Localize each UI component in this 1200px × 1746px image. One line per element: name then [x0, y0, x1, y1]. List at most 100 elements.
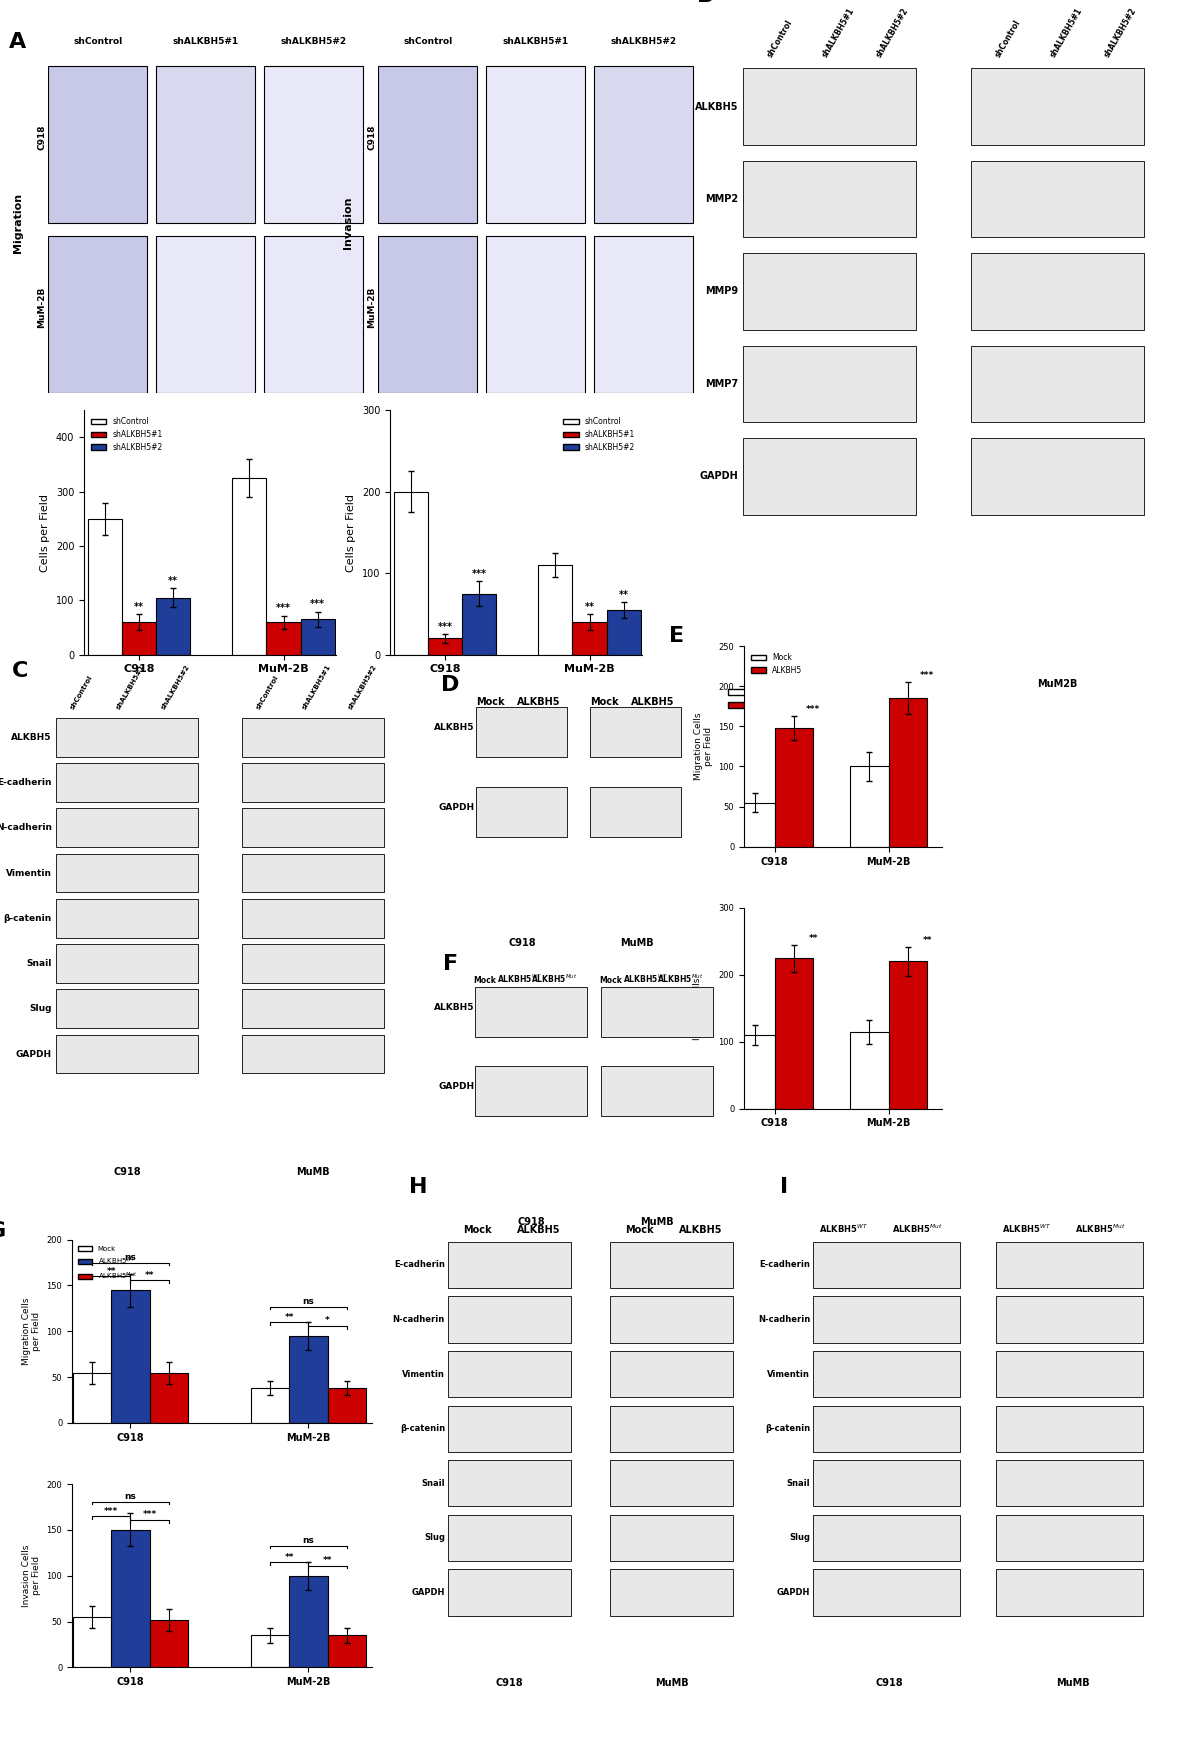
- FancyBboxPatch shape: [449, 1241, 571, 1289]
- Bar: [428, 639, 462, 655]
- FancyBboxPatch shape: [264, 66, 364, 222]
- Text: E: E: [668, 627, 684, 646]
- Bar: [266, 622, 300, 655]
- Bar: [73, 1617, 112, 1667]
- Text: ALKBH5$^{WT}$: ALKBH5$^{WT}$: [1002, 1222, 1051, 1234]
- Bar: [73, 1372, 112, 1423]
- Text: C918: C918: [496, 1678, 523, 1688]
- FancyBboxPatch shape: [486, 66, 586, 222]
- Text: MuMB: MuMB: [655, 1678, 689, 1688]
- Bar: [122, 622, 156, 655]
- Text: ALKBH5: ALKBH5: [434, 1002, 474, 1011]
- Text: MMP2: MMP2: [706, 194, 738, 204]
- Text: ALKBH5$^{WT}$: ALKBH5$^{WT}$: [497, 973, 542, 985]
- Text: C918: C918: [517, 1217, 545, 1227]
- FancyBboxPatch shape: [611, 1406, 733, 1453]
- Text: ***: ***: [104, 1507, 119, 1516]
- Y-axis label: Invasion Cells
per Field: Invasion Cells per Field: [694, 978, 713, 1039]
- FancyBboxPatch shape: [55, 899, 198, 938]
- Bar: [156, 597, 191, 655]
- Bar: [850, 766, 888, 847]
- Text: ALKBH5$^{Mut}$: ALKBH5$^{Mut}$: [656, 973, 703, 985]
- Legend: Mock, ALKBH5: Mock, ALKBH5: [725, 684, 793, 714]
- Text: ***: ***: [310, 599, 325, 609]
- FancyBboxPatch shape: [476, 787, 568, 836]
- FancyBboxPatch shape: [264, 236, 364, 393]
- FancyBboxPatch shape: [590, 707, 682, 758]
- Legend: Mock, ALKBH5: Mock, ALKBH5: [748, 650, 805, 677]
- Text: MuM-2B: MuM-2B: [367, 286, 376, 328]
- Text: MuM-2B: MuM-2B: [37, 286, 46, 328]
- Bar: [775, 959, 814, 1109]
- FancyBboxPatch shape: [996, 1460, 1142, 1507]
- Text: shALKBH5#2: shALKBH5#2: [611, 37, 677, 45]
- Bar: [328, 1388, 366, 1423]
- Text: shControl: shControl: [403, 37, 452, 45]
- FancyBboxPatch shape: [814, 1516, 960, 1561]
- Text: Vimentin: Vimentin: [767, 1369, 810, 1379]
- Text: MMP7: MMP7: [706, 379, 738, 389]
- Bar: [300, 620, 335, 655]
- Bar: [736, 1035, 775, 1109]
- FancyBboxPatch shape: [156, 236, 256, 393]
- Text: C918: C918: [509, 938, 536, 948]
- Text: N-cadherin: N-cadherin: [392, 1315, 445, 1323]
- FancyBboxPatch shape: [476, 707, 568, 758]
- FancyBboxPatch shape: [743, 253, 916, 330]
- Text: Snail: Snail: [421, 1479, 445, 1488]
- Text: C918: C918: [816, 679, 844, 688]
- Text: ALKBH5$^{WT}$: ALKBH5$^{WT}$: [820, 1222, 869, 1234]
- FancyBboxPatch shape: [48, 236, 148, 393]
- Text: ns: ns: [302, 1536, 314, 1545]
- Bar: [736, 803, 775, 847]
- FancyBboxPatch shape: [475, 986, 587, 1037]
- Text: shALKBH5#1: shALKBH5#1: [503, 37, 569, 45]
- Bar: [112, 1290, 150, 1423]
- FancyBboxPatch shape: [242, 990, 384, 1028]
- Text: Mock: Mock: [473, 976, 497, 985]
- Text: **: **: [168, 576, 179, 585]
- Y-axis label: Cells per Field: Cells per Field: [41, 494, 50, 571]
- Text: shALKBH5#1: shALKBH5#1: [821, 7, 856, 59]
- Text: Snail: Snail: [786, 1479, 810, 1488]
- FancyBboxPatch shape: [971, 253, 1144, 330]
- Text: I: I: [780, 1177, 788, 1198]
- Text: C: C: [12, 662, 29, 681]
- Text: Slug: Slug: [29, 1004, 52, 1013]
- Text: ALKBH5: ALKBH5: [517, 697, 560, 707]
- Bar: [462, 594, 497, 655]
- Text: ALKBH5: ALKBH5: [11, 733, 52, 742]
- FancyBboxPatch shape: [55, 763, 198, 801]
- Text: Mock: Mock: [599, 976, 623, 985]
- FancyBboxPatch shape: [486, 236, 586, 393]
- FancyBboxPatch shape: [55, 990, 198, 1028]
- Bar: [850, 1032, 888, 1109]
- FancyBboxPatch shape: [242, 808, 384, 847]
- FancyBboxPatch shape: [814, 1296, 960, 1343]
- Text: ALKBH5$^{Mut}$: ALKBH5$^{Mut}$: [530, 973, 577, 985]
- FancyBboxPatch shape: [475, 1067, 587, 1116]
- Text: ***: ***: [143, 1510, 157, 1519]
- Text: Mock: Mock: [590, 697, 619, 707]
- Text: **: **: [284, 1313, 294, 1322]
- Text: Mock: Mock: [625, 1224, 654, 1234]
- FancyBboxPatch shape: [611, 1241, 733, 1289]
- Text: shALKBH5#1: shALKBH5#1: [115, 663, 146, 711]
- Bar: [572, 622, 606, 655]
- FancyBboxPatch shape: [814, 1570, 960, 1615]
- Y-axis label: Migration Cells
per Field: Migration Cells per Field: [694, 712, 713, 780]
- FancyBboxPatch shape: [611, 1516, 733, 1561]
- FancyBboxPatch shape: [743, 438, 916, 515]
- FancyBboxPatch shape: [814, 1241, 960, 1289]
- Y-axis label: Invasion Cells
per Field: Invasion Cells per Field: [22, 1545, 41, 1606]
- Text: GAPDH: GAPDH: [776, 1587, 810, 1598]
- Bar: [888, 962, 928, 1109]
- Text: MuM2B: MuM2B: [1037, 679, 1078, 688]
- Text: GAPDH: GAPDH: [438, 1083, 474, 1091]
- Bar: [606, 609, 641, 655]
- FancyBboxPatch shape: [996, 1570, 1142, 1615]
- FancyBboxPatch shape: [814, 1460, 960, 1507]
- Text: MMP9: MMP9: [706, 286, 738, 297]
- Y-axis label: Cells per Field: Cells per Field: [347, 494, 356, 571]
- Text: GAPDH: GAPDH: [700, 471, 738, 482]
